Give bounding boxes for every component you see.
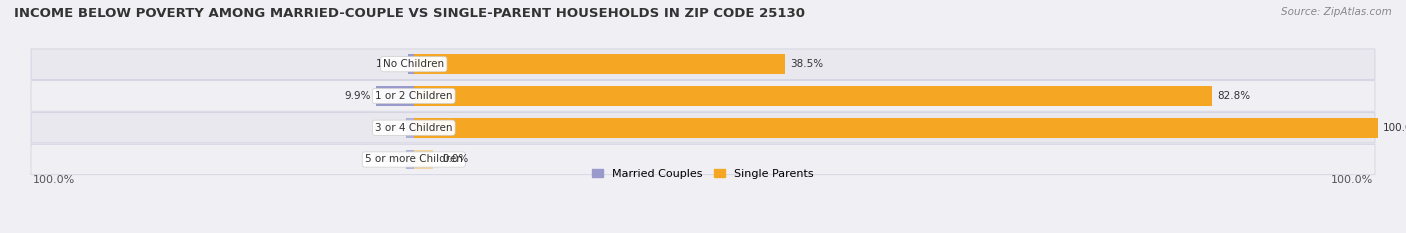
Text: No Children: No Children — [384, 59, 444, 69]
Bar — [375, 86, 413, 106]
Text: 1.6%: 1.6% — [377, 59, 402, 69]
Text: INCOME BELOW POVERTY AMONG MARRIED-COUPLE VS SINGLE-PARENT HOUSEHOLDS IN ZIP COD: INCOME BELOW POVERTY AMONG MARRIED-COUPL… — [14, 7, 806, 20]
Text: 100.0%: 100.0% — [32, 175, 75, 185]
Text: 5 or more Children: 5 or more Children — [364, 154, 463, 164]
Text: 3 or 4 Children: 3 or 4 Children — [375, 123, 453, 133]
Bar — [408, 54, 413, 74]
Text: 0.0%: 0.0% — [373, 154, 399, 164]
FancyBboxPatch shape — [31, 113, 1375, 143]
Text: 0.0%: 0.0% — [443, 154, 470, 164]
Text: 9.9%: 9.9% — [344, 91, 371, 101]
Text: 100.0%: 100.0% — [1331, 175, 1374, 185]
FancyBboxPatch shape — [31, 49, 1375, 79]
Text: Source: ZipAtlas.com: Source: ZipAtlas.com — [1281, 7, 1392, 17]
Bar — [413, 86, 1212, 106]
Bar — [406, 150, 413, 169]
Legend: Married Couples, Single Parents: Married Couples, Single Parents — [588, 164, 818, 183]
Bar — [413, 118, 1378, 137]
Bar — [413, 150, 433, 169]
Text: 82.8%: 82.8% — [1216, 91, 1250, 101]
Text: 38.5%: 38.5% — [790, 59, 823, 69]
Text: 100.0%: 100.0% — [1382, 123, 1406, 133]
FancyBboxPatch shape — [31, 81, 1375, 111]
Text: 0.0%: 0.0% — [373, 123, 399, 133]
Text: 1 or 2 Children: 1 or 2 Children — [375, 91, 453, 101]
Bar — [413, 54, 785, 74]
Bar — [406, 118, 413, 137]
FancyBboxPatch shape — [31, 144, 1375, 175]
